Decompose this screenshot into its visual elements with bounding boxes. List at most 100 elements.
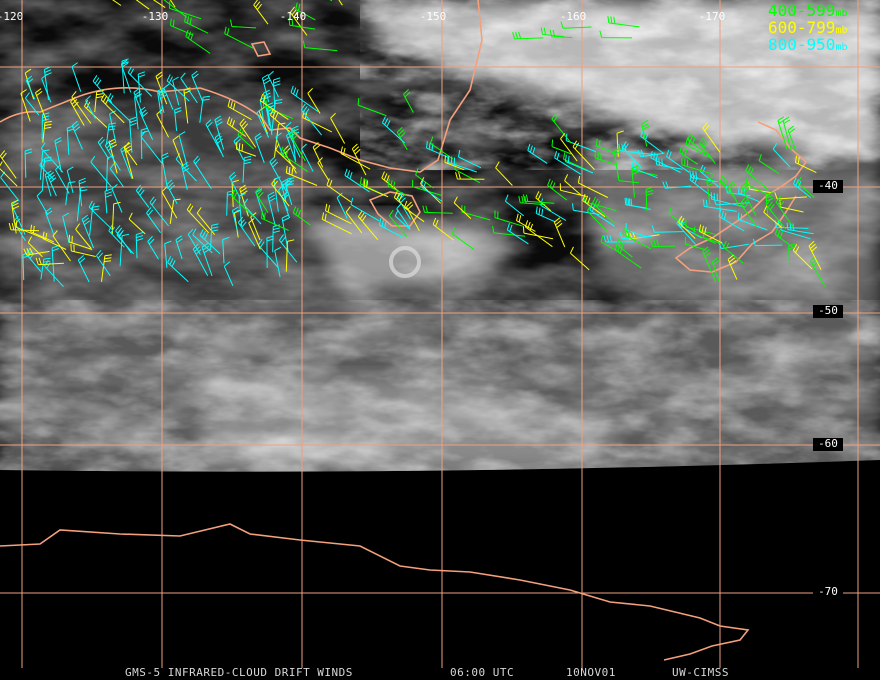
legend-range: 400-599 xyxy=(768,1,835,20)
wind-barb xyxy=(689,173,715,199)
wind-barb xyxy=(75,223,92,249)
wind-barb xyxy=(97,136,110,160)
wind-barb xyxy=(104,140,121,171)
wind-barb xyxy=(27,236,43,258)
wind-barb xyxy=(739,197,757,227)
wind-barb xyxy=(100,93,125,124)
wind-barb xyxy=(185,29,211,54)
wind-barb xyxy=(172,76,180,106)
wind-barb xyxy=(35,88,47,121)
wind-barb xyxy=(269,156,287,192)
wind-barb xyxy=(288,18,316,30)
wind-barb xyxy=(186,203,210,234)
wind-barb xyxy=(662,181,692,189)
wind-barb xyxy=(239,184,249,217)
wind-barb xyxy=(522,194,555,204)
wind-barb xyxy=(774,227,794,248)
wind-barb xyxy=(338,0,343,6)
wind-barb xyxy=(134,93,142,130)
wind-barb xyxy=(231,206,240,233)
wind-barb xyxy=(420,179,443,202)
wind-barb xyxy=(432,217,454,241)
wind-barb xyxy=(300,143,314,172)
wind-barb xyxy=(295,2,316,21)
wind-barb xyxy=(458,150,482,169)
wind-barb xyxy=(582,193,606,218)
wind-barb xyxy=(787,125,797,152)
wind-barb xyxy=(250,212,261,241)
wind-barb xyxy=(183,87,191,124)
wind-barb xyxy=(210,223,219,251)
label-bg xyxy=(813,586,843,599)
wind-barb xyxy=(681,157,714,175)
wind-barb xyxy=(330,112,346,144)
wind-barb xyxy=(560,21,592,29)
wind-barb xyxy=(651,225,684,233)
wind-barb xyxy=(614,243,642,269)
lon-label: -130 xyxy=(142,10,169,23)
wind-barb xyxy=(340,146,371,170)
wind-barb xyxy=(266,235,274,269)
wind-barb xyxy=(166,74,190,102)
wind-barb xyxy=(280,178,289,204)
wind-barb xyxy=(494,210,524,227)
wind-barb xyxy=(77,255,90,283)
footer-date: 10NOV01 xyxy=(566,666,616,679)
wind-barb xyxy=(175,153,197,182)
wind-barb xyxy=(273,77,281,108)
wind-barb xyxy=(47,171,57,197)
wind-barb xyxy=(15,220,47,240)
wind-barb xyxy=(226,116,247,137)
legend-unit: mb xyxy=(835,25,847,36)
wind-barb xyxy=(70,96,85,126)
wind-barb xyxy=(169,0,176,8)
wind-barb xyxy=(631,165,640,198)
wind-barb xyxy=(271,178,290,207)
wind-barb xyxy=(745,164,769,191)
wind-barb xyxy=(128,212,146,235)
wind-barb xyxy=(116,228,135,255)
wind-barb xyxy=(698,224,723,244)
wind-barb xyxy=(292,206,311,226)
wind-barb xyxy=(71,120,83,150)
wind-barb xyxy=(187,228,201,255)
wind-barb xyxy=(687,133,706,153)
wind-barb xyxy=(504,194,525,217)
wind-barb xyxy=(357,210,379,241)
wind-barb xyxy=(275,132,285,158)
wind-barb xyxy=(24,68,35,100)
wind-barb xyxy=(167,256,189,283)
wind-barb xyxy=(146,207,162,233)
wind-barb xyxy=(223,261,234,287)
wind-barb xyxy=(92,75,113,103)
wind-barb xyxy=(155,71,168,105)
wind-barb xyxy=(551,139,572,155)
lat-label: -50 xyxy=(818,304,838,317)
wind-barb xyxy=(393,190,413,214)
wind-barb xyxy=(227,99,252,121)
wind-barb xyxy=(693,226,716,244)
wind-barb xyxy=(88,200,113,231)
wind-barb xyxy=(181,162,190,190)
wind-barb xyxy=(104,188,113,214)
wind-barb xyxy=(535,206,556,223)
wind-barb xyxy=(199,228,221,255)
wind-barb xyxy=(237,216,256,247)
wind-barb xyxy=(540,198,567,221)
wind-barb xyxy=(238,193,246,226)
wind-barb xyxy=(535,191,552,212)
wind-barb xyxy=(684,237,707,251)
wind-barb xyxy=(174,107,182,131)
wind-barb xyxy=(495,161,513,186)
wind-barb xyxy=(455,172,485,180)
wind-barb xyxy=(289,128,306,162)
wind-barb xyxy=(25,75,36,100)
wind-barb xyxy=(461,205,491,221)
wind-barb xyxy=(41,73,52,103)
footer-source: UW-CIMSS xyxy=(672,666,729,679)
wind-barb xyxy=(152,0,166,9)
wind-barb xyxy=(752,238,783,247)
wind-barb xyxy=(786,222,814,235)
label-bg xyxy=(813,180,843,193)
wind-barb xyxy=(40,142,64,173)
